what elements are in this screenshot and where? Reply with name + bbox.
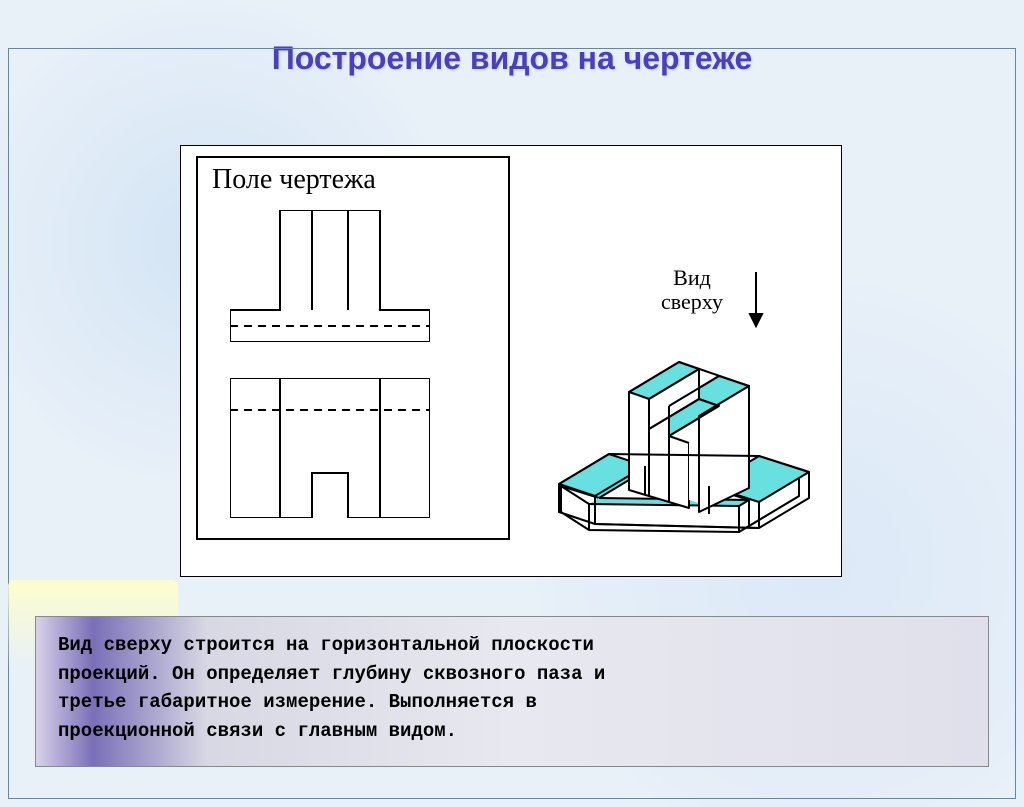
isometric-area: Вид сверху [541,266,831,546]
iso-view-label: Вид сверху [661,266,723,314]
arrow-down-icon [741,270,771,330]
isometric-solid [541,336,831,546]
front-view [230,210,430,342]
footer-text: Вид сверху строится на горизонтальной пл… [58,631,966,745]
drawing-field-label: Поле чертежа [212,164,376,196]
diagram-container: Поле чертежа [180,145,842,577]
footer-panel: Вид сверху строится на горизонтальной пл… [35,616,989,767]
top-view [230,378,430,518]
drawing-field-box: Поле чертежа [196,156,510,540]
